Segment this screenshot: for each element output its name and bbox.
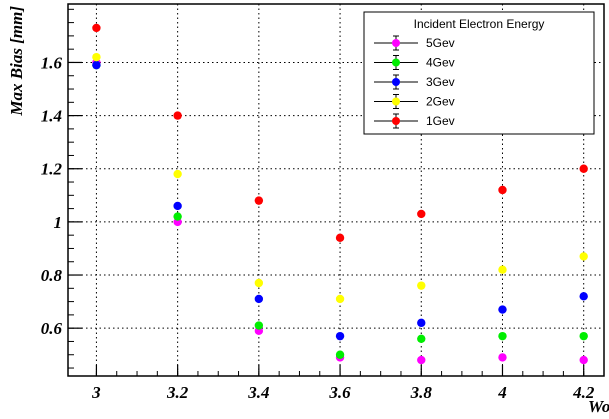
legend-label: 3Gev — [426, 75, 455, 89]
x-tick-label: 4.2 — [572, 383, 595, 402]
data-point-1gev — [417, 209, 426, 219]
data-point-4gev — [254, 321, 264, 330]
x-tick-label: 3 — [91, 383, 101, 402]
legend-marker — [392, 58, 400, 67]
data-point-3gev — [579, 292, 588, 301]
plot-frame — [67, 3, 605, 377]
data-point-1gev — [173, 111, 182, 120]
data-point-2gev — [579, 252, 588, 261]
y-tick-label: 0.8 — [41, 266, 63, 285]
data-points — [92, 23, 588, 365]
x-tick-label: 3.6 — [328, 383, 351, 402]
legend-marker — [392, 39, 400, 47]
data-point-2gev — [254, 278, 264, 288]
y-tick-label: 1.4 — [41, 107, 62, 126]
legend-items: 5Gev 4Gev 3Gev 2Gev 1Gev — [374, 35, 455, 129]
x-tick-labels: 3 3.2 3.4 3.6 3.8 4 4.2 — [91, 383, 595, 402]
legend-box — [363, 11, 595, 135]
data-point-3gev — [417, 318, 426, 328]
x-axis-title: Wo — [588, 397, 609, 416]
data-point-3gev — [254, 294, 264, 304]
data-point-1gev — [92, 23, 101, 33]
data-point-3gev — [335, 331, 345, 341]
y-tick-label: 1 — [54, 213, 63, 232]
data-point-2gev — [335, 294, 345, 304]
legend-label: 5Gev — [426, 36, 455, 50]
data-point-4gev — [498, 331, 507, 341]
data-point-5gev — [579, 355, 588, 365]
data-point-3gev — [173, 201, 182, 211]
y-tick-label: 1.6 — [41, 53, 63, 72]
y-tick-labels: 0.6 0.8 1 1.2 1.4 1.6 — [41, 53, 63, 338]
y-tick-label: 1.2 — [41, 160, 63, 179]
data-point-1gev — [254, 196, 264, 205]
legend-marker — [392, 97, 400, 106]
legend: Incident Electron Energy 5Gev 4Gev 3Gev 2Ge… — [363, 11, 595, 135]
data-point-4gev — [335, 350, 345, 359]
data-point-5gev — [417, 355, 426, 365]
data-point-2gev — [173, 169, 182, 179]
x-tick-label: 3.4 — [247, 383, 269, 402]
legend-label: 4Gev — [426, 56, 455, 70]
data-point-5gev — [498, 353, 507, 362]
legend-title: Incident Electron Energy — [414, 17, 545, 31]
data-point-3gev — [92, 60, 101, 70]
legend-label: 2Gev — [426, 95, 455, 109]
y-axis-title: Max Bias [mm] — [7, 6, 26, 117]
data-point-1gev — [579, 164, 588, 173]
data-point-2gev — [417, 281, 426, 290]
legend-marker — [392, 117, 400, 125]
x-tick-label: 4 — [497, 383, 507, 402]
data-point-1gev — [498, 185, 507, 195]
data-point-2gev — [498, 265, 507, 274]
data-point-3gev — [498, 305, 507, 314]
x-tick-label: 3.2 — [166, 383, 189, 402]
data-point-2gev — [92, 52, 101, 62]
legend-marker — [392, 78, 400, 86]
x-tick-label: 3.8 — [410, 383, 433, 402]
axis-ticks — [68, 8, 605, 376]
data-point-4gev — [417, 334, 426, 343]
data-point-4gev — [579, 331, 588, 341]
y-tick-label: 0.6 — [41, 319, 63, 338]
data-point-4gev — [173, 212, 182, 221]
data-point-1gev — [335, 233, 345, 243]
legend-label: 1Gev — [426, 114, 455, 128]
